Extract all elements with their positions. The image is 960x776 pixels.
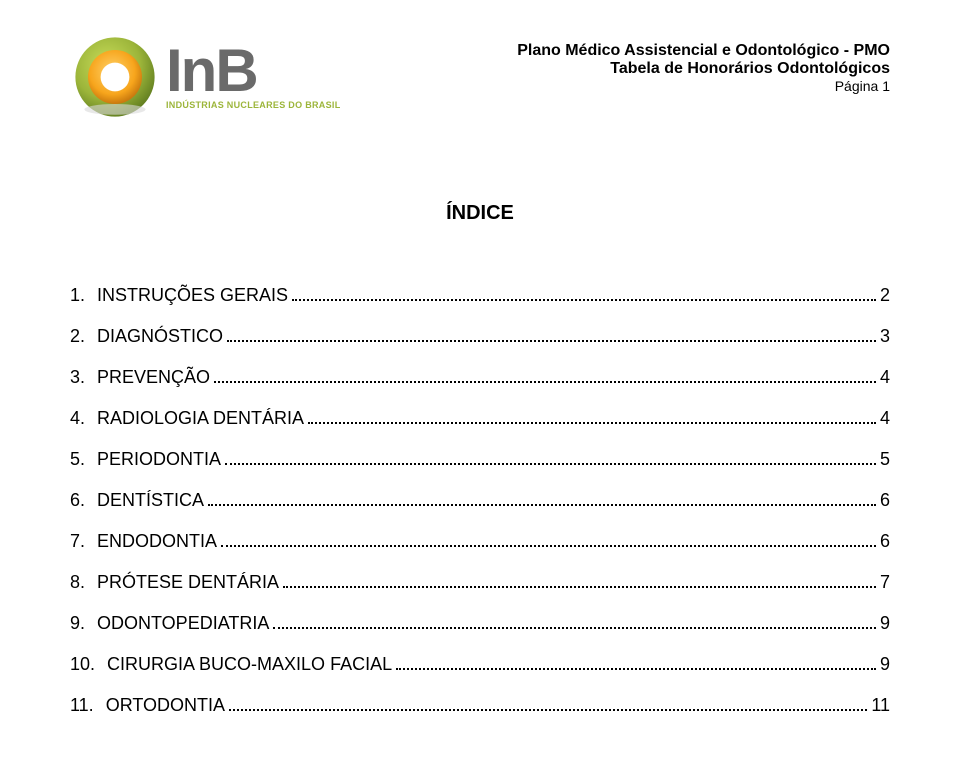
- toc-leader-dots: [208, 504, 876, 506]
- logo-subtitle: INDÚSTRIAS NUCLEARES DO BRASIL: [166, 100, 341, 110]
- header-right: Plano Médico Assistencial e Odontológico…: [517, 32, 890, 94]
- toc-leader-dots: [221, 545, 876, 547]
- toc-number: 8.: [70, 572, 85, 593]
- header-title-2: Tabela de Honorários Odontológicos: [517, 60, 890, 78]
- toc-row: 9. ODONTOPEDIATRIA 9: [70, 613, 890, 634]
- toc-page: 11: [871, 695, 890, 716]
- toc-label: DIAGNÓSTICO: [97, 326, 223, 347]
- toc-leader-dots: [227, 340, 876, 342]
- toc-leader-dots: [283, 586, 876, 588]
- toc-row: 2. DIAGNÓSTICO 3: [70, 326, 890, 347]
- logo: InB INDÚSTRIAS NUCLEARES DO BRASIL: [70, 32, 341, 122]
- toc-page: 7: [880, 572, 890, 593]
- toc-row: 11. ORTODONTIA 11: [70, 695, 890, 716]
- toc-page: 6: [880, 531, 890, 552]
- toc-leader-dots: [225, 463, 876, 465]
- toc-number: 7.: [70, 531, 85, 552]
- toc-label: ENDODONTIA: [97, 531, 217, 552]
- toc-page: 3: [880, 326, 890, 347]
- toc-leader-dots: [396, 668, 876, 670]
- toc-page: 2: [880, 285, 890, 306]
- toc-label: PRÓTESE DENTÁRIA: [97, 572, 279, 593]
- document-page: InB INDÚSTRIAS NUCLEARES DO BRASIL Plano…: [0, 0, 960, 776]
- toc-page: 6: [880, 490, 890, 511]
- toc-row: 1. INSTRUÇÕES GERAIS 2: [70, 285, 890, 306]
- toc-page: 5: [880, 449, 890, 470]
- toc-row: 10. CIRURGIA BUCO-MAXILO FACIAL 9: [70, 654, 890, 675]
- toc-page: 4: [880, 367, 890, 388]
- header-title-1: Plano Médico Assistencial e Odontológico…: [517, 42, 890, 60]
- toc-leader-dots: [273, 627, 876, 629]
- toc-number: 11.: [70, 695, 94, 716]
- toc-number: 10.: [70, 654, 95, 675]
- toc-row: 5. PERIODONTIA 5: [70, 449, 890, 470]
- toc-label: CIRURGIA BUCO-MAXILO FACIAL: [107, 654, 392, 675]
- toc-leader-dots: [292, 299, 876, 301]
- logo-text-block: InB INDÚSTRIAS NUCLEARES DO BRASIL: [166, 44, 341, 110]
- toc-label: ORTODONTIA: [106, 695, 225, 716]
- toc-row: 7. ENDODONTIA 6: [70, 531, 890, 552]
- toc-number: 1.: [70, 285, 85, 306]
- toc-label: PREVENÇÃO: [97, 367, 210, 388]
- toc-row: 4. RADIOLOGIA DENTÁRIA 4: [70, 408, 890, 429]
- toc-number: 9.: [70, 613, 85, 634]
- toc-label: INSTRUÇÕES GERAIS: [97, 285, 288, 306]
- toc-page: 4: [880, 408, 890, 429]
- toc-row: 8. PRÓTESE DENTÁRIA 7: [70, 572, 890, 593]
- toc-row: 6. DENTÍSTICA 6: [70, 490, 890, 511]
- toc-row: 3. PREVENÇÃO 4: [70, 367, 890, 388]
- toc-number: 4.: [70, 408, 85, 429]
- toc-label: RADIOLOGIA DENTÁRIA: [97, 408, 304, 429]
- toc-label: DENTÍSTICA: [97, 490, 204, 511]
- toc-page: 9: [880, 613, 890, 634]
- toc-leader-dots: [308, 422, 876, 424]
- header-page-number: Página 1: [517, 78, 890, 94]
- toc-number: 6.: [70, 490, 85, 511]
- toc-number: 2.: [70, 326, 85, 347]
- table-of-contents: 1. INSTRUÇÕES GERAIS 2 2. DIAGNÓSTICO 3 3. PREV…: [70, 285, 890, 716]
- toc-number: 5.: [70, 449, 85, 470]
- toc-label: PERIODONTIA: [97, 449, 221, 470]
- toc-number: 3.: [70, 367, 85, 388]
- toc-leader-dots: [214, 381, 876, 383]
- logo-ring-icon: [70, 32, 160, 122]
- toc-leader-dots: [229, 709, 867, 711]
- toc-page: 9: [880, 654, 890, 675]
- index-title: ÍNDICE: [70, 202, 890, 225]
- toc-label: ODONTOPEDIATRIA: [97, 613, 269, 634]
- logo-text: InB: [166, 44, 257, 98]
- page-header: InB INDÚSTRIAS NUCLEARES DO BRASIL Plano…: [70, 32, 890, 122]
